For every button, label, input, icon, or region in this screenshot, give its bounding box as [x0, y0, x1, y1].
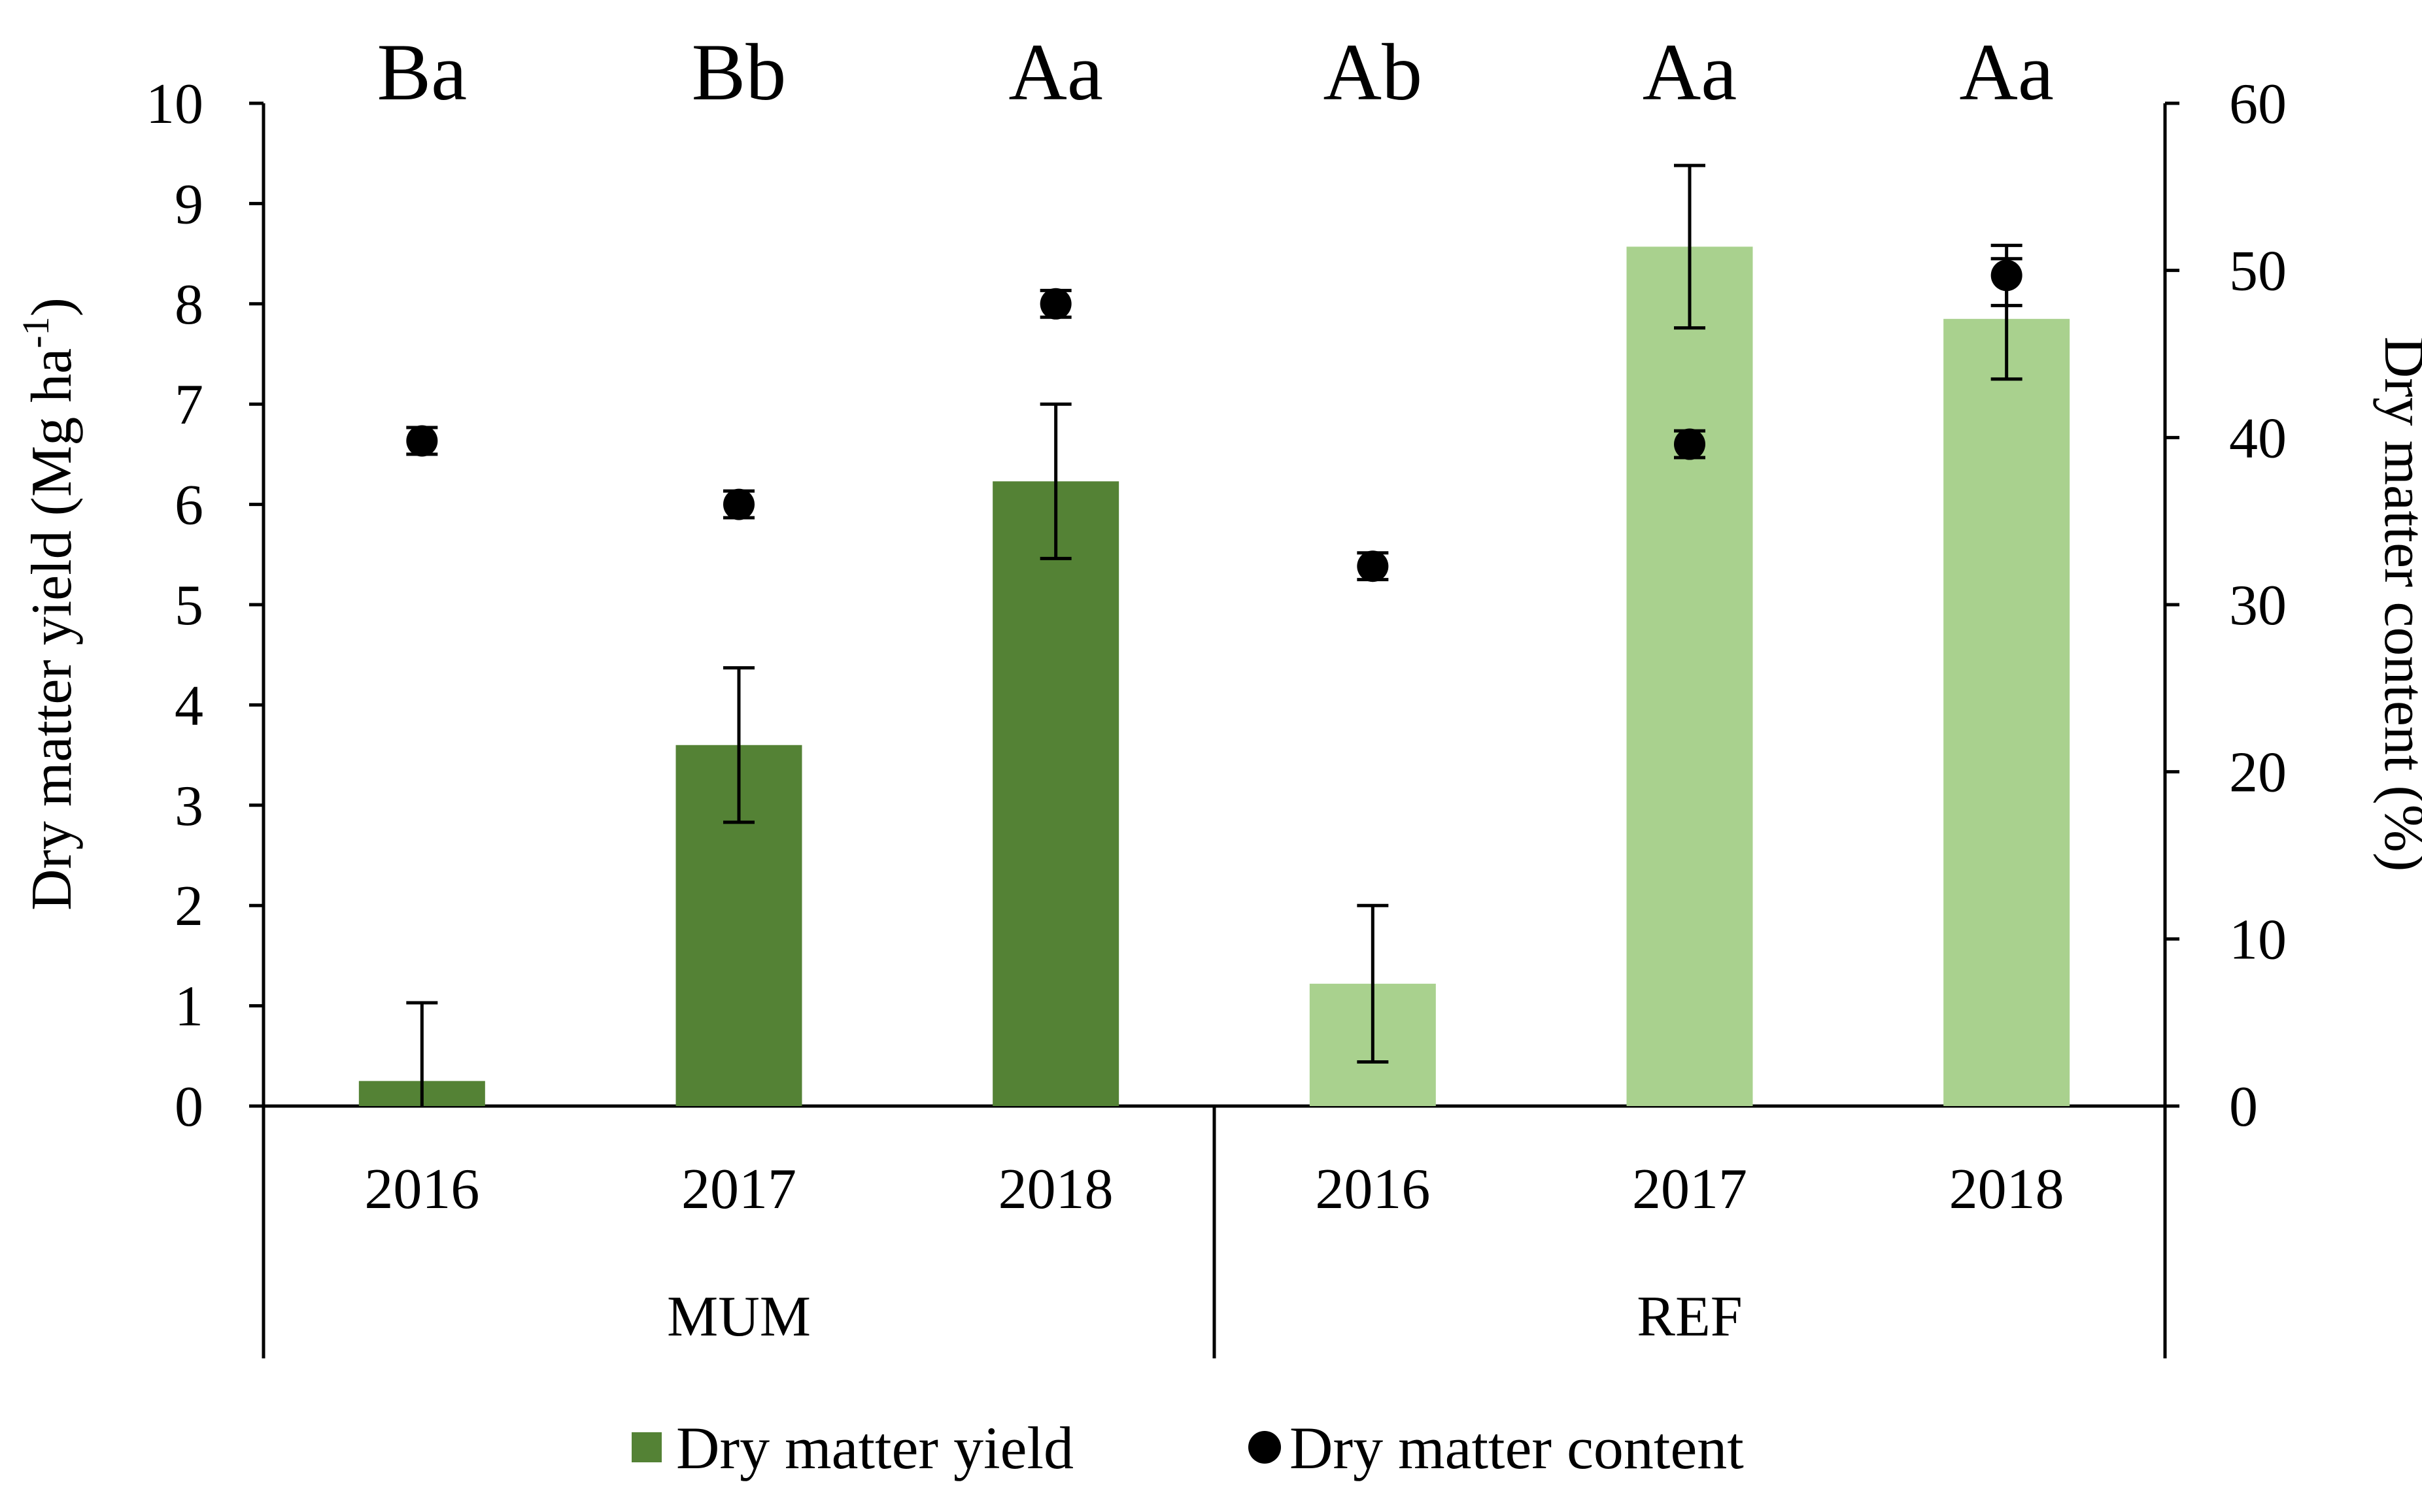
- bars-group: [358, 246, 2070, 1106]
- bar: [1626, 246, 1753, 1106]
- x-tick-label: 2017: [681, 1158, 796, 1221]
- legend-swatch-yield: [632, 1432, 662, 1462]
- y-right-tick-label: 0: [2229, 1075, 2258, 1139]
- y-axis-left-title-end: ): [20, 297, 84, 316]
- bar: [1943, 318, 2070, 1106]
- y-right-tick-label: 60: [2229, 73, 2287, 136]
- y-left-tick-label: 9: [175, 173, 203, 236]
- y-left-tick-label: 6: [175, 474, 203, 537]
- significance-letter: Ba: [377, 27, 467, 117]
- y-left-tick-label: 8: [175, 273, 203, 337]
- x-tick-label: 2017: [1632, 1158, 1747, 1221]
- y-right-tick-label: 20: [2229, 741, 2287, 805]
- legend-label-content: Dry matter content: [1289, 1415, 1744, 1481]
- data-point: [1357, 550, 1389, 582]
- significance-letter: Aa: [1643, 27, 1737, 117]
- data-point: [723, 488, 755, 520]
- y-left-tick-label: 5: [175, 574, 203, 637]
- significance-letters-group: Ba Bb Aa Ab Aa Aa: [377, 27, 2054, 117]
- x-tick-label: 2018: [998, 1158, 1114, 1221]
- y-left-tick-label: 2: [175, 875, 203, 938]
- data-point: [1674, 428, 1705, 460]
- legend: Dry matter yield Dry matter content: [632, 1415, 1744, 1481]
- y-right-tick-label: 40: [2229, 407, 2287, 470]
- x-tick-label: 2018: [1949, 1158, 2064, 1221]
- y-left-tick-label: 1: [175, 975, 203, 1039]
- y-axis-left-title-sup: -1: [14, 316, 57, 348]
- points-group: [406, 243, 2022, 582]
- significance-letter: Aa: [1959, 27, 2054, 117]
- tick-labels-group: MUM REF 0 1 2 3 4 5 6 7 8 9 10 0 10 20 30 40 50 60 2016 2017 2…: [146, 73, 2287, 1349]
- legend-marker-content: [1248, 1431, 1281, 1464]
- significance-letter: Aa: [1008, 27, 1103, 117]
- x-tick-label: 2016: [1315, 1158, 1430, 1221]
- data-point: [406, 425, 438, 457]
- y-left-tick-label: 10: [146, 73, 203, 136]
- error-bars-group: [406, 163, 2022, 1106]
- y-left-tick-label: 7: [175, 373, 203, 437]
- bar: [993, 481, 1119, 1106]
- x-tick-label: 2016: [364, 1158, 479, 1221]
- y-left-tick-label: 4: [175, 674, 203, 737]
- y-left-tick-label: 0: [175, 1075, 203, 1139]
- y-right-tick-label: 10: [2229, 908, 2287, 971]
- y-left-tick-label: 3: [175, 775, 203, 838]
- y-axis-left-title: Dry matter yield (Mg ha-1): [14, 297, 84, 911]
- significance-letter: Ab: [1323, 27, 1423, 117]
- data-point: [1990, 260, 2022, 292]
- data-point: [1040, 288, 1072, 320]
- legend-label-yield: Dry matter yield: [676, 1415, 1074, 1481]
- y-right-tick-label: 50: [2229, 240, 2287, 303]
- y-right-tick-label: 30: [2229, 574, 2287, 637]
- y-axis-left-title-main: Dry matter yield (Mg ha: [20, 348, 84, 911]
- axes-group: [249, 101, 2179, 1358]
- y-axis-right-title: Dry matter content (%): [2372, 337, 2422, 872]
- significance-letter: Bb: [692, 27, 787, 117]
- group-label: REF: [1637, 1285, 1742, 1349]
- group-label: MUM: [667, 1285, 811, 1349]
